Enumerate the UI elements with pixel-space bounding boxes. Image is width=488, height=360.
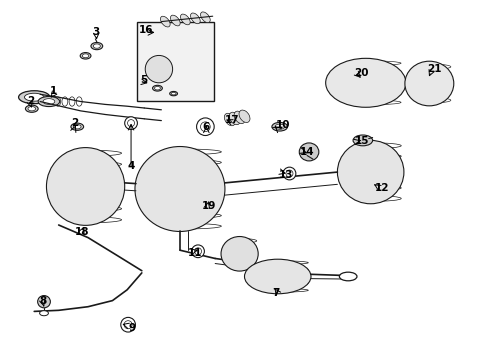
Ellipse shape	[91, 42, 102, 50]
Ellipse shape	[191, 245, 204, 258]
Text: 2: 2	[27, 96, 34, 106]
Bar	[137, 22, 214, 101]
Ellipse shape	[154, 86, 160, 90]
Ellipse shape	[80, 53, 91, 59]
Text: 5: 5	[141, 75, 147, 85]
Ellipse shape	[229, 112, 240, 125]
Ellipse shape	[283, 167, 295, 180]
Ellipse shape	[271, 122, 287, 131]
Text: 9: 9	[128, 323, 135, 333]
Ellipse shape	[169, 91, 177, 96]
Ellipse shape	[170, 15, 180, 26]
Ellipse shape	[200, 12, 210, 23]
Ellipse shape	[337, 140, 403, 204]
Ellipse shape	[124, 117, 137, 130]
Text: 10: 10	[275, 120, 289, 130]
Text: 20: 20	[354, 68, 368, 78]
Ellipse shape	[121, 318, 135, 332]
Ellipse shape	[40, 311, 48, 316]
Ellipse shape	[196, 118, 214, 135]
Ellipse shape	[239, 110, 249, 122]
Ellipse shape	[73, 125, 81, 129]
Ellipse shape	[24, 93, 44, 101]
Ellipse shape	[124, 321, 132, 329]
Ellipse shape	[404, 61, 453, 106]
Text: 7: 7	[272, 288, 280, 298]
Ellipse shape	[190, 13, 200, 24]
Text: 17: 17	[224, 114, 239, 125]
Text: 13: 13	[278, 170, 293, 180]
Ellipse shape	[43, 99, 55, 104]
Text: 8: 8	[40, 296, 46, 306]
Text: 15: 15	[354, 136, 368, 146]
Text: 19: 19	[202, 201, 216, 211]
Text: 4: 4	[127, 161, 135, 171]
Ellipse shape	[38, 96, 60, 107]
Ellipse shape	[194, 248, 201, 255]
Ellipse shape	[46, 148, 124, 225]
Ellipse shape	[135, 147, 224, 231]
Ellipse shape	[244, 259, 310, 294]
Ellipse shape	[180, 14, 190, 25]
Text: 3: 3	[93, 27, 100, 37]
Ellipse shape	[352, 135, 372, 146]
Text: 11: 11	[187, 248, 202, 258]
Text: 16: 16	[138, 24, 153, 35]
Ellipse shape	[171, 92, 176, 95]
Ellipse shape	[339, 272, 356, 281]
Ellipse shape	[160, 16, 170, 27]
Text: 18: 18	[75, 227, 89, 237]
Ellipse shape	[274, 124, 284, 129]
Ellipse shape	[325, 58, 405, 107]
Ellipse shape	[285, 170, 292, 177]
Text: 1: 1	[50, 86, 57, 96]
Ellipse shape	[221, 237, 258, 271]
Ellipse shape	[25, 105, 38, 112]
Ellipse shape	[234, 111, 244, 123]
Ellipse shape	[299, 143, 318, 161]
Ellipse shape	[71, 123, 83, 130]
Text: 12: 12	[374, 183, 389, 193]
Text: 21: 21	[426, 64, 441, 74]
Ellipse shape	[82, 54, 89, 58]
Ellipse shape	[38, 296, 50, 308]
Text: 2: 2	[71, 118, 78, 128]
Ellipse shape	[19, 91, 50, 104]
Ellipse shape	[224, 113, 235, 126]
Ellipse shape	[28, 107, 36, 111]
Ellipse shape	[93, 44, 100, 48]
Text: 6: 6	[203, 122, 209, 132]
Ellipse shape	[145, 55, 172, 83]
Text: 14: 14	[299, 147, 314, 157]
Ellipse shape	[127, 120, 134, 127]
Ellipse shape	[152, 85, 162, 91]
Ellipse shape	[200, 122, 210, 131]
